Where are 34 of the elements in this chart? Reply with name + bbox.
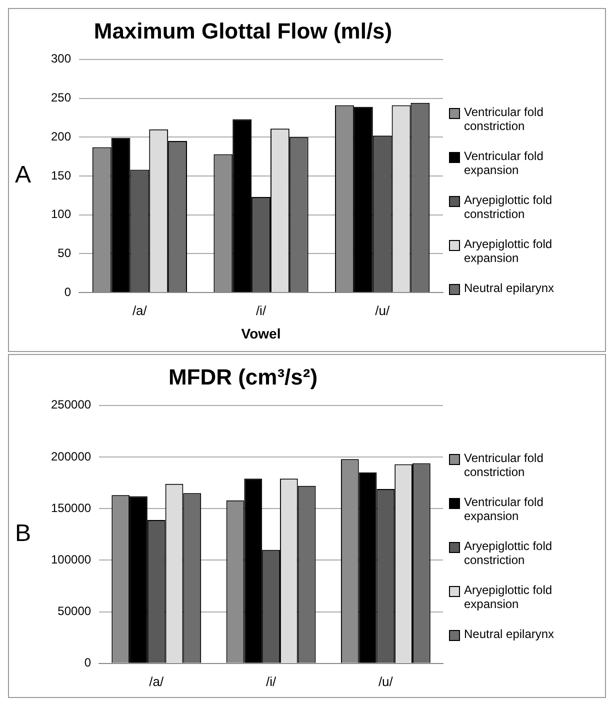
x-tick-label: /u/ [378, 674, 394, 689]
y-tick-label: 100 [50, 207, 72, 222]
y-tick-label: 250000 [50, 398, 92, 412]
legend-label: Ventricular fold constriction [464, 451, 544, 479]
y-tick-label: 150000 [50, 500, 92, 515]
legend-label: Aryepiglottic fold expansion [464, 237, 554, 265]
x-tick-label: /a/ [132, 302, 148, 318]
y-tick-label: 200000 [50, 449, 92, 464]
legend-label: Neutral epilarynx [464, 281, 554, 295]
legend-label: Aryepiglottic fold expansion [464, 583, 554, 611]
y-tick-label: 0 [84, 656, 92, 670]
y-tick-label: 250 [50, 90, 72, 105]
y-tick-label: 100000 [50, 552, 92, 567]
x-tick-label: /a/ [149, 674, 164, 689]
text: A [15, 162, 32, 189]
text: B [15, 520, 32, 548]
y-tick-label: 200 [50, 129, 72, 144]
x-tick-label: /i/ [256, 302, 266, 318]
x-tick-label: /u/ [375, 302, 390, 318]
y-tick-label: 50000 [58, 604, 92, 618]
legend-label: Ventricular fold expansion [464, 495, 544, 523]
x-axis-title: Vowel [241, 325, 281, 342]
y-tick-label: 300 [50, 52, 72, 66]
y-tick-label: 50 [58, 246, 72, 260]
legend-label: Neutral epilarynx [464, 627, 554, 641]
legend-label: Aryepiglottic fold constriction [464, 539, 554, 567]
legend-label: Ventricular fold constriction [464, 105, 544, 133]
legend-label: Ventricular fold expansion [464, 149, 544, 177]
y-tick-label: 150 [50, 168, 72, 182]
chart-title: MFDR (cm³/s²) [168, 364, 318, 390]
y-tick-label: 0 [64, 284, 72, 299]
chart-title: Maximum Glottal Flow (ml/s) [94, 18, 392, 44]
x-tick-label: /i/ [266, 674, 276, 689]
legend-label: Aryepiglottic fold constriction [464, 193, 554, 221]
